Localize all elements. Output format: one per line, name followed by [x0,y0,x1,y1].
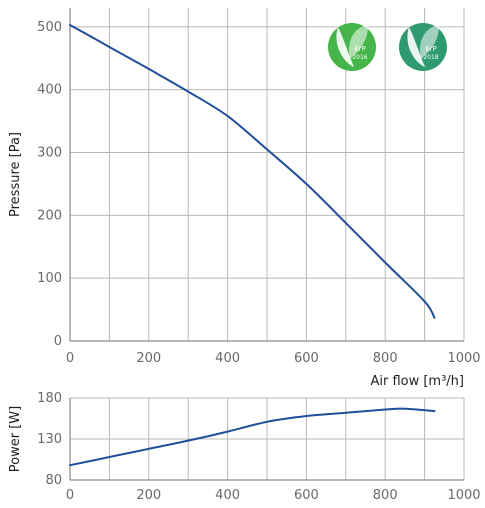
leaf-icon [336,27,354,67]
badge-year: 2018 [423,54,438,61]
badge-year: 2016 [352,54,367,61]
1-x-tick-label: 200 [136,488,161,503]
0-x-tick-label: 800 [373,351,398,366]
power-grid [70,397,465,480]
leaf-icon [407,27,425,67]
1-y-tick-label: 180 [37,391,62,406]
badge-label: ErP [425,45,437,53]
leaf-icon [419,25,439,59]
1-series-line [69,407,436,467]
power-axes: 0 200 400 600 800 1000 80 130 180 Power [W] [8,391,481,503]
0-x-tick-label: 400 [215,351,240,366]
0-y-axis-title: Pressure [Pa] [8,132,23,217]
badge-label: ErP [354,45,366,53]
0-x-tick-label: 0 [66,351,74,366]
pressure-axes: 0 200 400 600 800 1000 0 100 200 300 400 500 Air flo… [8,8,481,389]
leaf-icon [348,25,368,59]
1-y-axis-title: Power [W] [8,406,23,472]
0-y-tick-label: 500 [37,20,62,35]
0-y-tick-label: 0 [54,334,62,349]
0-y-tick-label: 200 [37,208,62,223]
1-x-tick-label: 1000 [447,488,480,503]
pressure-series [69,24,436,319]
1-x-tick-label: 800 [373,488,398,503]
power-series [69,407,436,467]
0-y-tick-label: 400 [37,83,62,98]
0-x-tick-label: 200 [136,351,161,366]
1-y-tick-label: 130 [37,432,62,447]
0-x-tick-label: 1000 [447,351,480,366]
0-series-line [69,24,436,319]
1-x-tick-label: 0 [66,488,74,503]
1-x-tick-label: 600 [294,488,319,503]
0-y-tick-label: 100 [37,271,62,286]
0-x-axis-title: Air flow [m³/h] [370,374,464,389]
1-y-tick-label: 80 [45,473,62,488]
0-y-tick-label: 300 [37,146,62,161]
1-x-tick-label: 400 [215,488,240,503]
0-x-tick-label: 600 [294,351,319,366]
